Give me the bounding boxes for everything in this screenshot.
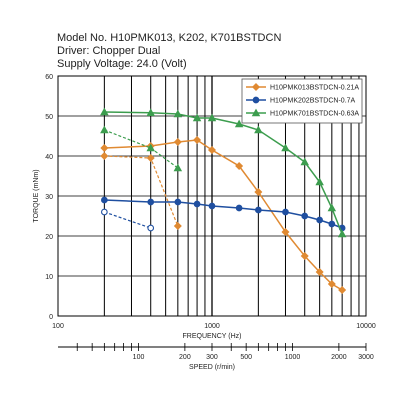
axes: 0 10 20 30 40 50 60 100 1000 10000 FREQUENCY (Hz) T… — [33, 74, 376, 371]
series — [100, 107, 347, 295]
data-point — [146, 143, 155, 152]
driver-text: Driver: Chopper Dual — [57, 45, 161, 57]
data-point — [338, 285, 347, 295]
speed-tick-label: 3000 — [358, 354, 374, 361]
x-tick-label: 10000 — [356, 323, 376, 330]
data-point — [235, 161, 244, 171]
legend: H10PMK013BSTDCN-0.21A H10PMK202BSTDCN-0.7… — [241, 78, 363, 124]
speed-tick-label: 500 — [240, 354, 252, 361]
data-point — [316, 216, 323, 224]
data-point — [100, 107, 109, 116]
data-point — [281, 227, 290, 237]
data-point — [193, 135, 202, 145]
data-point — [300, 251, 309, 261]
legend-label: H10PMK202BSTDCN-0.7A — [270, 98, 356, 105]
data-point — [234, 119, 244, 128]
data-point — [301, 212, 309, 220]
data-point — [100, 125, 109, 134]
x-tick-label: 100 — [52, 323, 64, 330]
data-point — [254, 187, 263, 197]
y-tick-label: 0 — [49, 314, 53, 321]
data-point — [146, 108, 155, 117]
y-tick-label: 20 — [45, 234, 53, 241]
data-point — [235, 204, 243, 212]
speed-tick-label: 100 — [133, 354, 145, 361]
y-tick-label: 10 — [45, 274, 53, 281]
data-point — [337, 229, 347, 238]
data-point — [174, 198, 182, 206]
x-axis-label: FREQUENCY (Hz) — [183, 333, 242, 340]
data-point — [282, 208, 289, 216]
data-point — [315, 267, 324, 277]
data-point — [254, 125, 263, 134]
data-point — [327, 203, 337, 212]
data-point — [207, 113, 217, 122]
data-point — [100, 143, 109, 153]
y-tick-label: 30 — [45, 194, 53, 201]
speed-tick-label: 200 — [179, 354, 191, 361]
speed-axis-label: SPEED (r/min) — [189, 364, 235, 371]
data-point — [208, 202, 216, 210]
data-point — [173, 163, 183, 172]
legend-label: H10PMK013BSTDCN-0.21A — [270, 85, 359, 92]
speed-tick-label: 2000 — [331, 354, 347, 361]
data-point — [173, 109, 183, 118]
data-point — [255, 206, 262, 214]
series-line-pullin — [104, 211, 151, 229]
data-point — [315, 177, 324, 186]
y-axis-label: TORQUE (mNm) — [33, 169, 40, 222]
data-point — [146, 153, 155, 163]
legend-label: H10PMK701BSTDCN-0.63A — [270, 111, 359, 118]
x-tick-label: 1000 — [204, 323, 220, 330]
series-line-pullout — [104, 111, 343, 235]
plot-frame — [57, 75, 367, 317]
data-point — [328, 220, 336, 228]
y-tick-label: 50 — [45, 114, 53, 121]
data-point — [251, 82, 261, 92]
y-tick-label: 60 — [45, 74, 53, 81]
data-point — [147, 224, 155, 232]
data-point — [327, 279, 336, 289]
speed-tick-label: 300 — [206, 354, 218, 361]
chart-title: Model No. H10PMK013, K202, K701BSTDCN — [57, 32, 282, 44]
data-point — [251, 108, 261, 117]
data-point — [147, 198, 155, 206]
data-point — [193, 200, 201, 208]
data-point — [300, 157, 309, 166]
series-line-pullin — [104, 129, 179, 169]
data-point — [207, 145, 217, 155]
data-point — [100, 151, 109, 161]
data-point — [192, 113, 202, 122]
data-point — [101, 196, 108, 204]
data-point — [252, 96, 260, 104]
data-point — [173, 137, 182, 147]
data-point — [101, 208, 108, 216]
y-tick-label: 40 — [45, 154, 53, 161]
speed-tick-label: 1000 — [285, 354, 301, 361]
data-point — [281, 143, 290, 152]
data-point — [173, 221, 182, 231]
supply-voltage-text: Supply Voltage: 24.0 (Volt) — [57, 58, 187, 70]
